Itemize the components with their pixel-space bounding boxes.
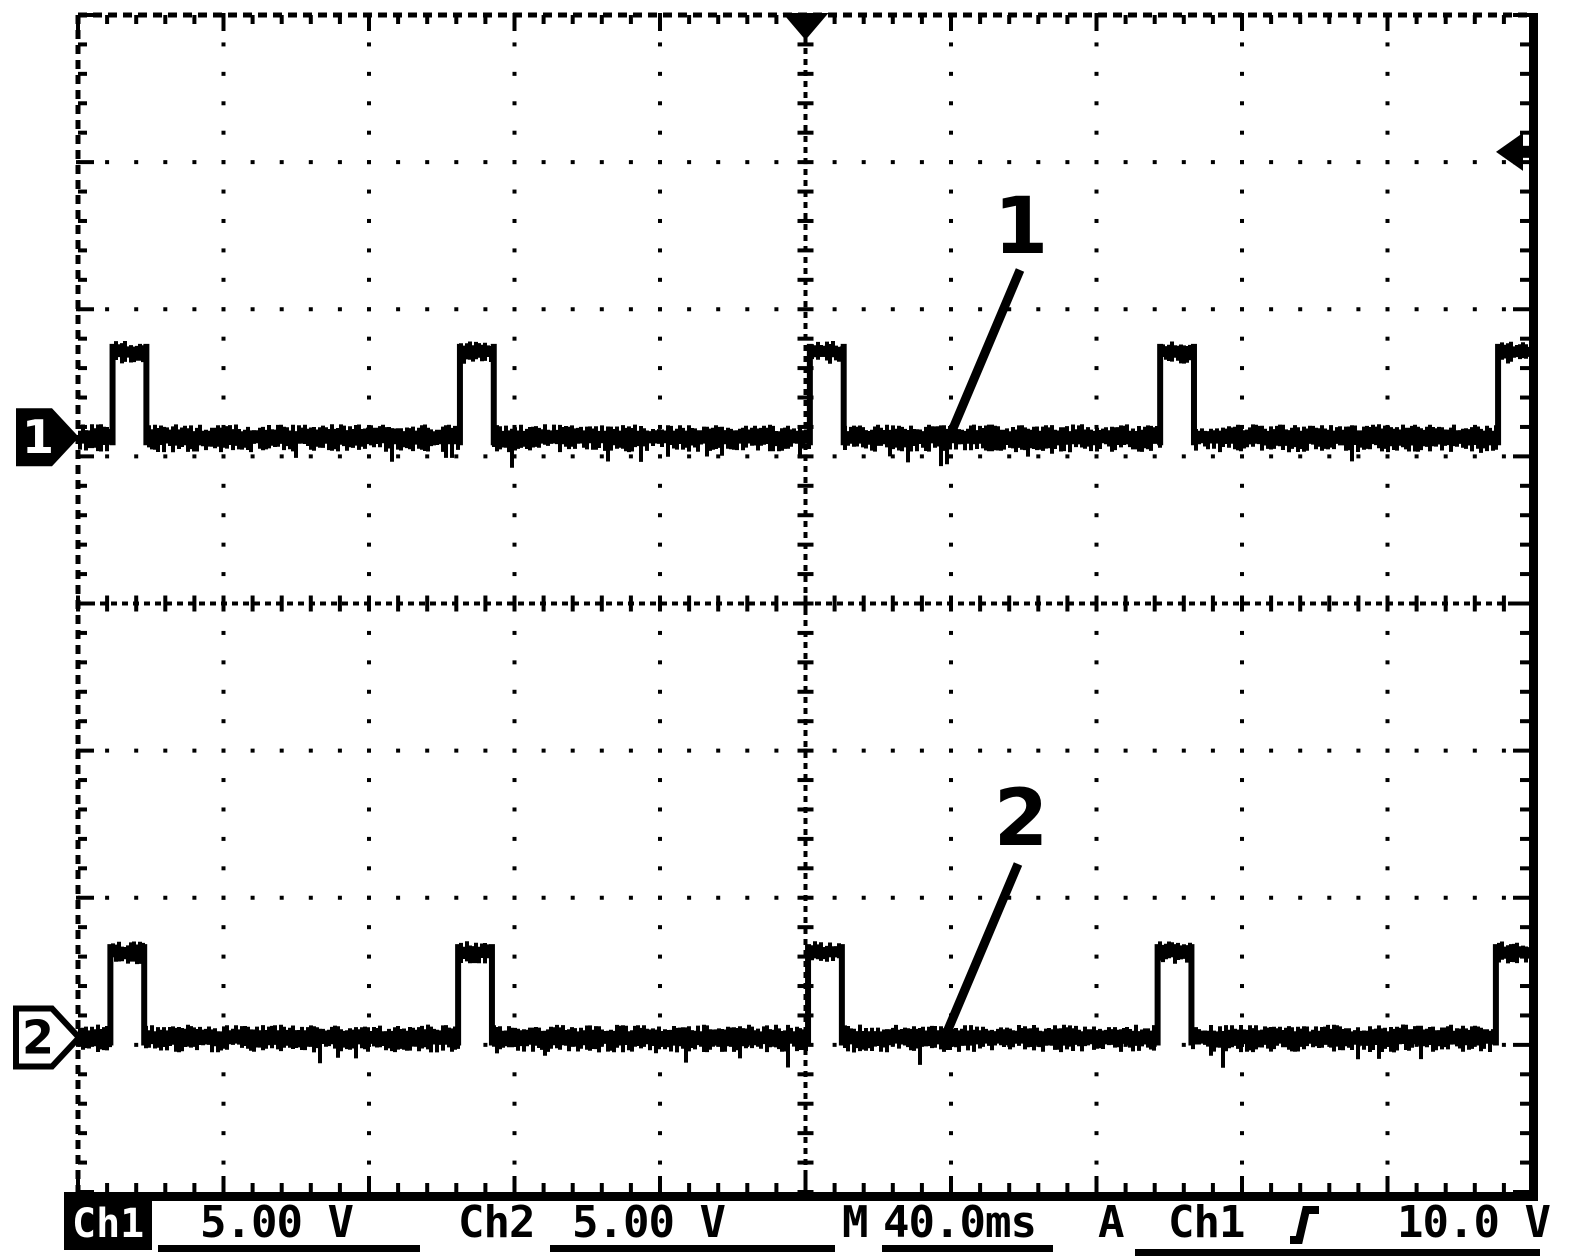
trace-ch2 [78, 941, 1529, 1068]
ch1-readout-badge: Ch1 [64, 1200, 153, 1250]
callout-line-2 [942, 862, 1023, 1034]
underline-ch1-scale [158, 1245, 420, 1252]
ch2-scale-readout: 5.00 V [572, 1197, 726, 1248]
waveform-traces [78, 341, 1529, 1068]
channel-and-trigger-markers: 12 [13, 13, 1538, 1070]
underline-ch2-scale [550, 1245, 835, 1252]
ch2-ground-marker: 2 [13, 1005, 84, 1070]
callout-label-2: 2 [994, 774, 1048, 864]
ch2-marker-label: 2 [22, 1011, 54, 1065]
main-timebase-label: M [842, 1197, 868, 1248]
callout-line-1 [944, 268, 1025, 440]
trigger-position-marker [782, 13, 829, 40]
ch1-ground-marker: 1 [16, 408, 79, 467]
underline-trigger [1135, 1249, 1540, 1256]
trigger-source-readout: Ch1 [1168, 1197, 1245, 1248]
underline-timebase [882, 1245, 1053, 1252]
ch1-scale-readout: 5.00 V [200, 1197, 354, 1248]
trigger-mode-readout: A [1098, 1197, 1124, 1248]
trigger-level-readout: 10.0 V [1397, 1197, 1551, 1248]
graticule [64, 12, 1538, 1201]
callout-label-1: 1 [994, 182, 1048, 272]
rising-edge-icon [1290, 1206, 1319, 1244]
trigger-level-arrow [1496, 132, 1538, 171]
trace-ch1 [78, 341, 1529, 468]
ch1-marker-label: 1 [22, 410, 54, 464]
ch2-readout-label: Ch2 [458, 1197, 535, 1248]
timebase-readout: 40.0ms [883, 1197, 1037, 1248]
